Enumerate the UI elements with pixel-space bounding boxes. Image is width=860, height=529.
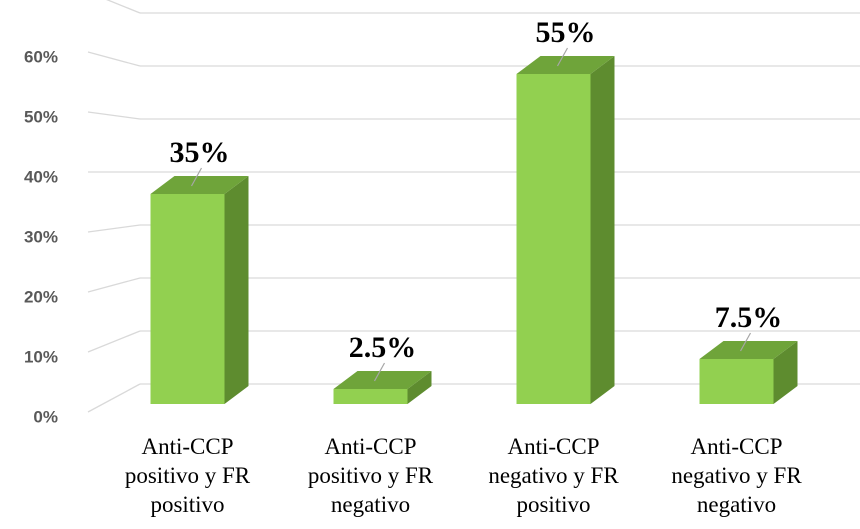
y-tick-label: 50% [24,107,58,126]
grid-line [106,0,141,14]
bar-top [150,176,249,194]
grid-line [87,330,141,353]
y-tick-label: 30% [24,227,58,246]
bar-side [407,371,432,404]
data-label: 55% [536,16,596,49]
bar [333,371,432,404]
leader-line [556,47,569,67]
bar [699,341,798,404]
bar-top [516,56,615,74]
x-tick-label: Anti-CCP negativo y FR positivo [488,434,619,517]
bar [150,176,249,404]
data-label: 7.5% [715,301,783,334]
bar-side [590,56,615,404]
grid-line [87,277,141,293]
x-tick-label: Anti-CCP positivo y FR negativo [307,434,434,517]
bar-front [150,194,225,404]
bar-top [699,341,798,359]
bar-top [333,371,432,389]
data-label: 2.5% [349,331,417,364]
bar-front [516,74,591,404]
leader-line [373,362,386,382]
bar-side [224,176,249,404]
data-label: 35% [170,136,230,169]
y-tick-label: 60% [24,47,58,66]
leader-line [739,332,752,352]
bar-front [333,389,408,404]
y-tick-label: 10% [24,347,58,366]
bar-front [699,359,774,404]
x-tick-label: Anti-CCP positivo y FR positivo [124,434,251,517]
x-tick-label: Anti-CCP negativo y FR negativo [671,434,802,517]
bar [516,56,615,404]
y-tick-label: 0% [33,407,58,426]
grid-line [87,383,141,413]
bar-side [773,341,798,404]
grid-line [87,224,141,233]
leader-line [190,167,203,187]
grid-line [87,111,141,120]
grid-line [87,51,141,67]
y-tick-label: 40% [24,167,58,186]
y-tick-label: 20% [24,287,58,306]
